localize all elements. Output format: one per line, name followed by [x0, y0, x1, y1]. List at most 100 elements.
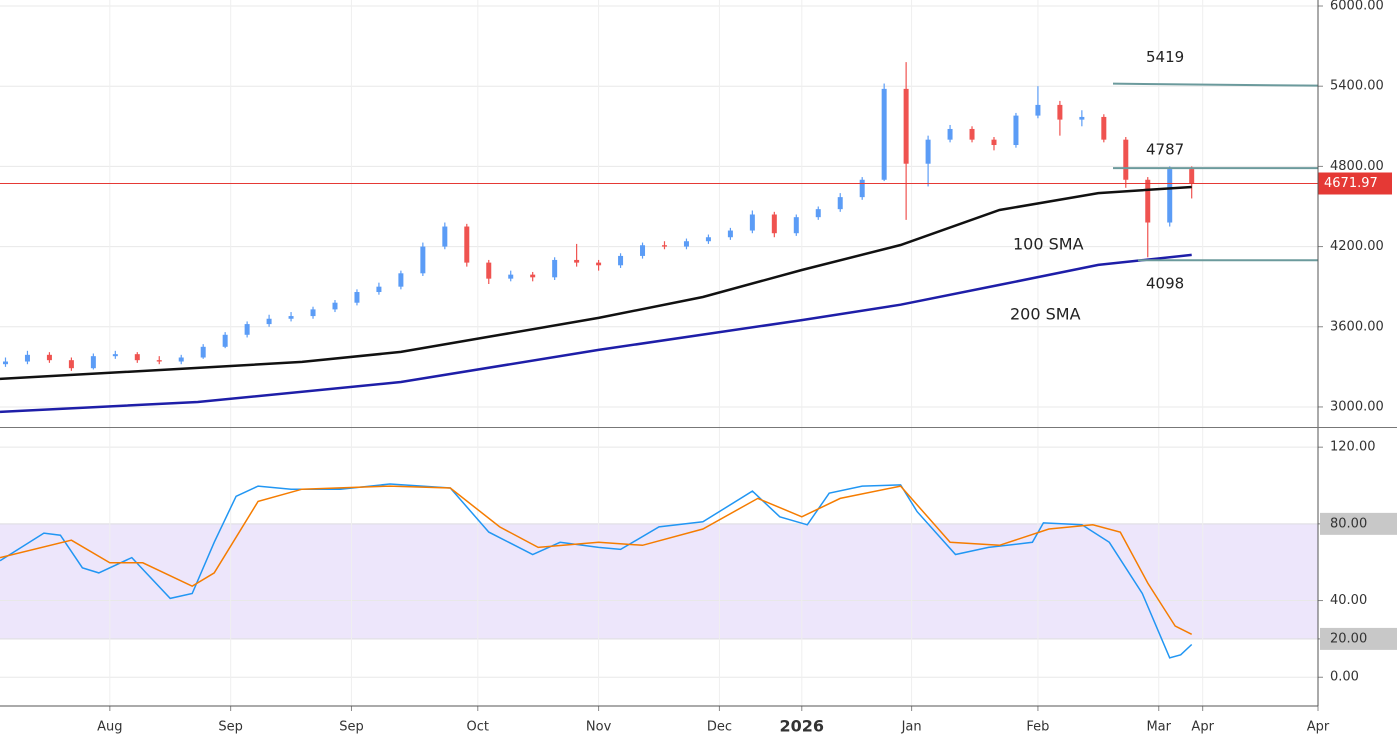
candle-body	[1123, 139, 1129, 180]
y-tick-label: 6000.00	[1330, 0, 1384, 14]
x-tick-label: Mar	[1146, 720, 1171, 735]
candle-body	[46, 354, 52, 361]
candle	[859, 177, 865, 200]
candle-body	[1189, 169, 1195, 184]
candle	[420, 242, 426, 276]
y-tick-label: 80.00	[1330, 516, 1367, 531]
candle	[266, 314, 272, 327]
candle-body	[903, 88, 909, 164]
candle-body	[969, 128, 975, 140]
candle	[332, 300, 338, 313]
candle	[1035, 86, 1041, 119]
candle	[925, 135, 931, 187]
last-price-tag	[1318, 172, 1392, 195]
y-tick-label: 4800.00	[1330, 159, 1384, 174]
x-tick-label: Nov	[586, 720, 612, 735]
candle-body	[68, 360, 74, 369]
candle-body	[815, 209, 821, 218]
candle-body	[683, 241, 689, 247]
candle-body	[288, 316, 294, 319]
candle-body	[749, 214, 755, 231]
candle	[661, 241, 667, 250]
candle	[881, 83, 887, 182]
candle	[376, 282, 382, 295]
candle-body	[1145, 179, 1151, 223]
x-tick-label: 2026	[780, 717, 825, 736]
candle	[1167, 166, 1173, 227]
candle-body	[793, 217, 799, 234]
candle-body	[530, 274, 536, 278]
candle	[947, 124, 953, 143]
candle	[1057, 100, 1063, 136]
y-tick-label: 3600.00	[1330, 319, 1384, 334]
candle	[200, 344, 206, 359]
candle	[508, 270, 514, 282]
x-tick-label: Oct	[467, 720, 489, 735]
candle-body	[1167, 169, 1173, 223]
candle	[288, 312, 294, 322]
candle	[398, 270, 404, 290]
candle-body	[1057, 104, 1063, 120]
level-label: 4098	[1146, 275, 1184, 293]
sma-line	[0, 253, 1192, 414]
candle	[1189, 166, 1195, 199]
candle-body	[727, 230, 733, 238]
candle	[815, 206, 821, 220]
x-tick-label: Apr	[1191, 720, 1214, 735]
level-label: 5419	[1146, 48, 1184, 66]
candle	[574, 243, 580, 267]
candle	[2, 357, 8, 367]
candle-body	[134, 354, 140, 361]
y-tick-label: 40.00	[1330, 593, 1367, 608]
candle-body	[947, 128, 953, 140]
level-line	[1112, 82, 1319, 87]
oscillator-line	[0, 483, 1193, 659]
candle	[705, 234, 711, 244]
x-tick-label: Apr	[1307, 720, 1330, 735]
candle	[530, 271, 536, 282]
candle-body	[925, 139, 931, 164]
candle-body	[90, 356, 96, 369]
x-tick-label: Feb	[1026, 720, 1049, 735]
candle-body	[376, 286, 382, 293]
y-tick-highlight	[1320, 512, 1397, 535]
candle	[771, 211, 777, 238]
candle	[90, 353, 96, 370]
candle-body	[1079, 116, 1085, 120]
candle-body	[574, 259, 580, 263]
sma-label: 200 SMA	[1010, 305, 1081, 324]
candle-body	[552, 259, 558, 278]
candle-body	[442, 226, 448, 247]
marks: 100 SMA 200 SMA 5419 4787 4098	[0, 48, 1319, 659]
candle-body	[266, 318, 272, 325]
candle-body	[464, 226, 470, 263]
candle	[244, 321, 250, 338]
level-label: 4787	[1146, 141, 1184, 159]
candle	[310, 306, 316, 319]
candle-body	[771, 214, 777, 234]
candle	[1079, 110, 1085, 127]
candle	[68, 357, 74, 371]
candle	[178, 354, 184, 365]
candle	[837, 193, 843, 212]
candle	[552, 257, 558, 280]
candle-body	[332, 302, 338, 310]
candle-body	[222, 334, 228, 347]
candle-body	[859, 179, 865, 198]
candle-body	[244, 324, 250, 335]
candle	[618, 253, 624, 268]
candle	[486, 259, 492, 284]
grid	[0, 0, 1319, 706]
candle-body	[200, 346, 206, 358]
y-tick-label: 120.00	[1330, 440, 1376, 455]
sma-line	[0, 185, 1192, 381]
candle	[1123, 136, 1129, 188]
candle	[793, 214, 799, 236]
candle-body	[705, 237, 711, 242]
candle-body	[112, 354, 118, 357]
oscillator-line	[0, 485, 1193, 635]
x-tick-label: Aug	[97, 720, 122, 735]
